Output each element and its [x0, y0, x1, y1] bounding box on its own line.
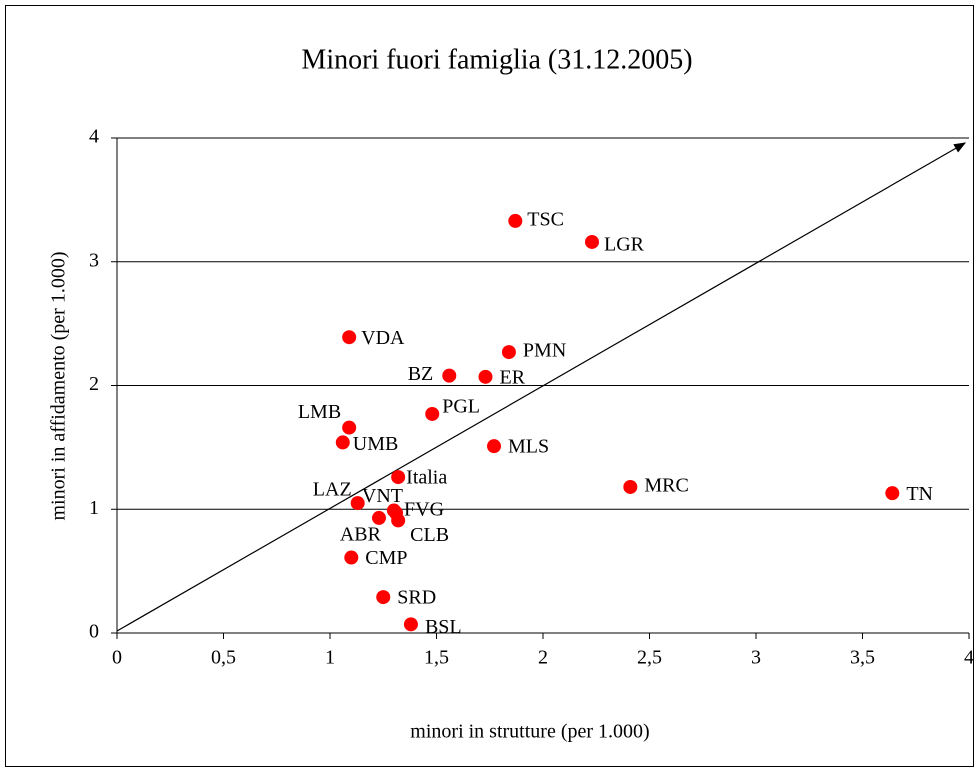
point-label: CMP — [365, 547, 407, 569]
x-tick-label: 2,5 — [637, 647, 662, 669]
data-point — [371, 510, 386, 525]
point-label: TSC — [527, 209, 564, 231]
diagonal-arrow — [116, 142, 967, 632]
x-tick-label: 3,5 — [850, 647, 875, 669]
data-point — [342, 330, 357, 345]
x-tick-label: 2 — [538, 647, 548, 669]
y-tick-label: 0 — [89, 621, 99, 643]
data-point — [344, 550, 359, 565]
point-label: LAZ — [313, 479, 352, 501]
point-label: VNT — [362, 485, 403, 507]
point-label: FVG — [404, 499, 444, 521]
point-label: MLS — [508, 436, 549, 458]
point-label: BSL — [425, 616, 462, 638]
chart-title: Minori fuori famiglia (31.12.2005) — [301, 44, 692, 75]
data-point — [584, 234, 599, 249]
point-label: ABR — [340, 524, 382, 546]
data-point — [508, 213, 523, 228]
data-point — [391, 513, 406, 528]
point-label: BZ — [408, 363, 434, 385]
point-label: Italia — [406, 467, 447, 489]
data-point — [425, 406, 440, 421]
x-tick-label: 3 — [751, 647, 761, 669]
y-axis-label: minori in affidamento (per 1.000) — [48, 251, 70, 520]
point-label: UMB — [353, 433, 399, 455]
data-point — [478, 369, 493, 384]
point-label: LMB — [298, 401, 341, 423]
y-tick-label: 3 — [89, 249, 99, 271]
data-point — [376, 590, 391, 605]
data-point — [487, 439, 502, 454]
data-point — [501, 345, 516, 360]
data-point — [342, 420, 357, 435]
data-point — [623, 479, 638, 494]
x-axis-label: minori in strutture (per 1.000) — [410, 721, 649, 743]
data-point — [885, 486, 900, 501]
point-label: PGL — [442, 396, 480, 418]
data-point — [403, 617, 418, 632]
y-tick-label: 2 — [89, 373, 99, 395]
data-point — [391, 470, 406, 485]
y-tick-label: 1 — [89, 497, 99, 519]
x-tick-label: 0 — [112, 647, 122, 669]
x-tick-label: 1 — [325, 647, 335, 669]
point-label: PMN — [523, 340, 566, 362]
point-label: ER — [499, 366, 525, 388]
point-label: LGR — [604, 234, 645, 256]
x-tick-label: 1,5 — [424, 647, 449, 669]
x-tick-label: 0,5 — [211, 647, 236, 669]
data-point — [335, 435, 350, 450]
y-tick-label: 4 — [89, 126, 99, 148]
point-label: MRC — [644, 475, 688, 497]
point-label: VDA — [361, 327, 405, 349]
data-point — [442, 368, 457, 383]
point-label: CLB — [410, 524, 449, 546]
data-point — [350, 496, 365, 511]
point-label: SRD — [397, 587, 436, 609]
x-tick-label: 4 — [964, 647, 974, 669]
point-label: TN — [906, 483, 933, 505]
